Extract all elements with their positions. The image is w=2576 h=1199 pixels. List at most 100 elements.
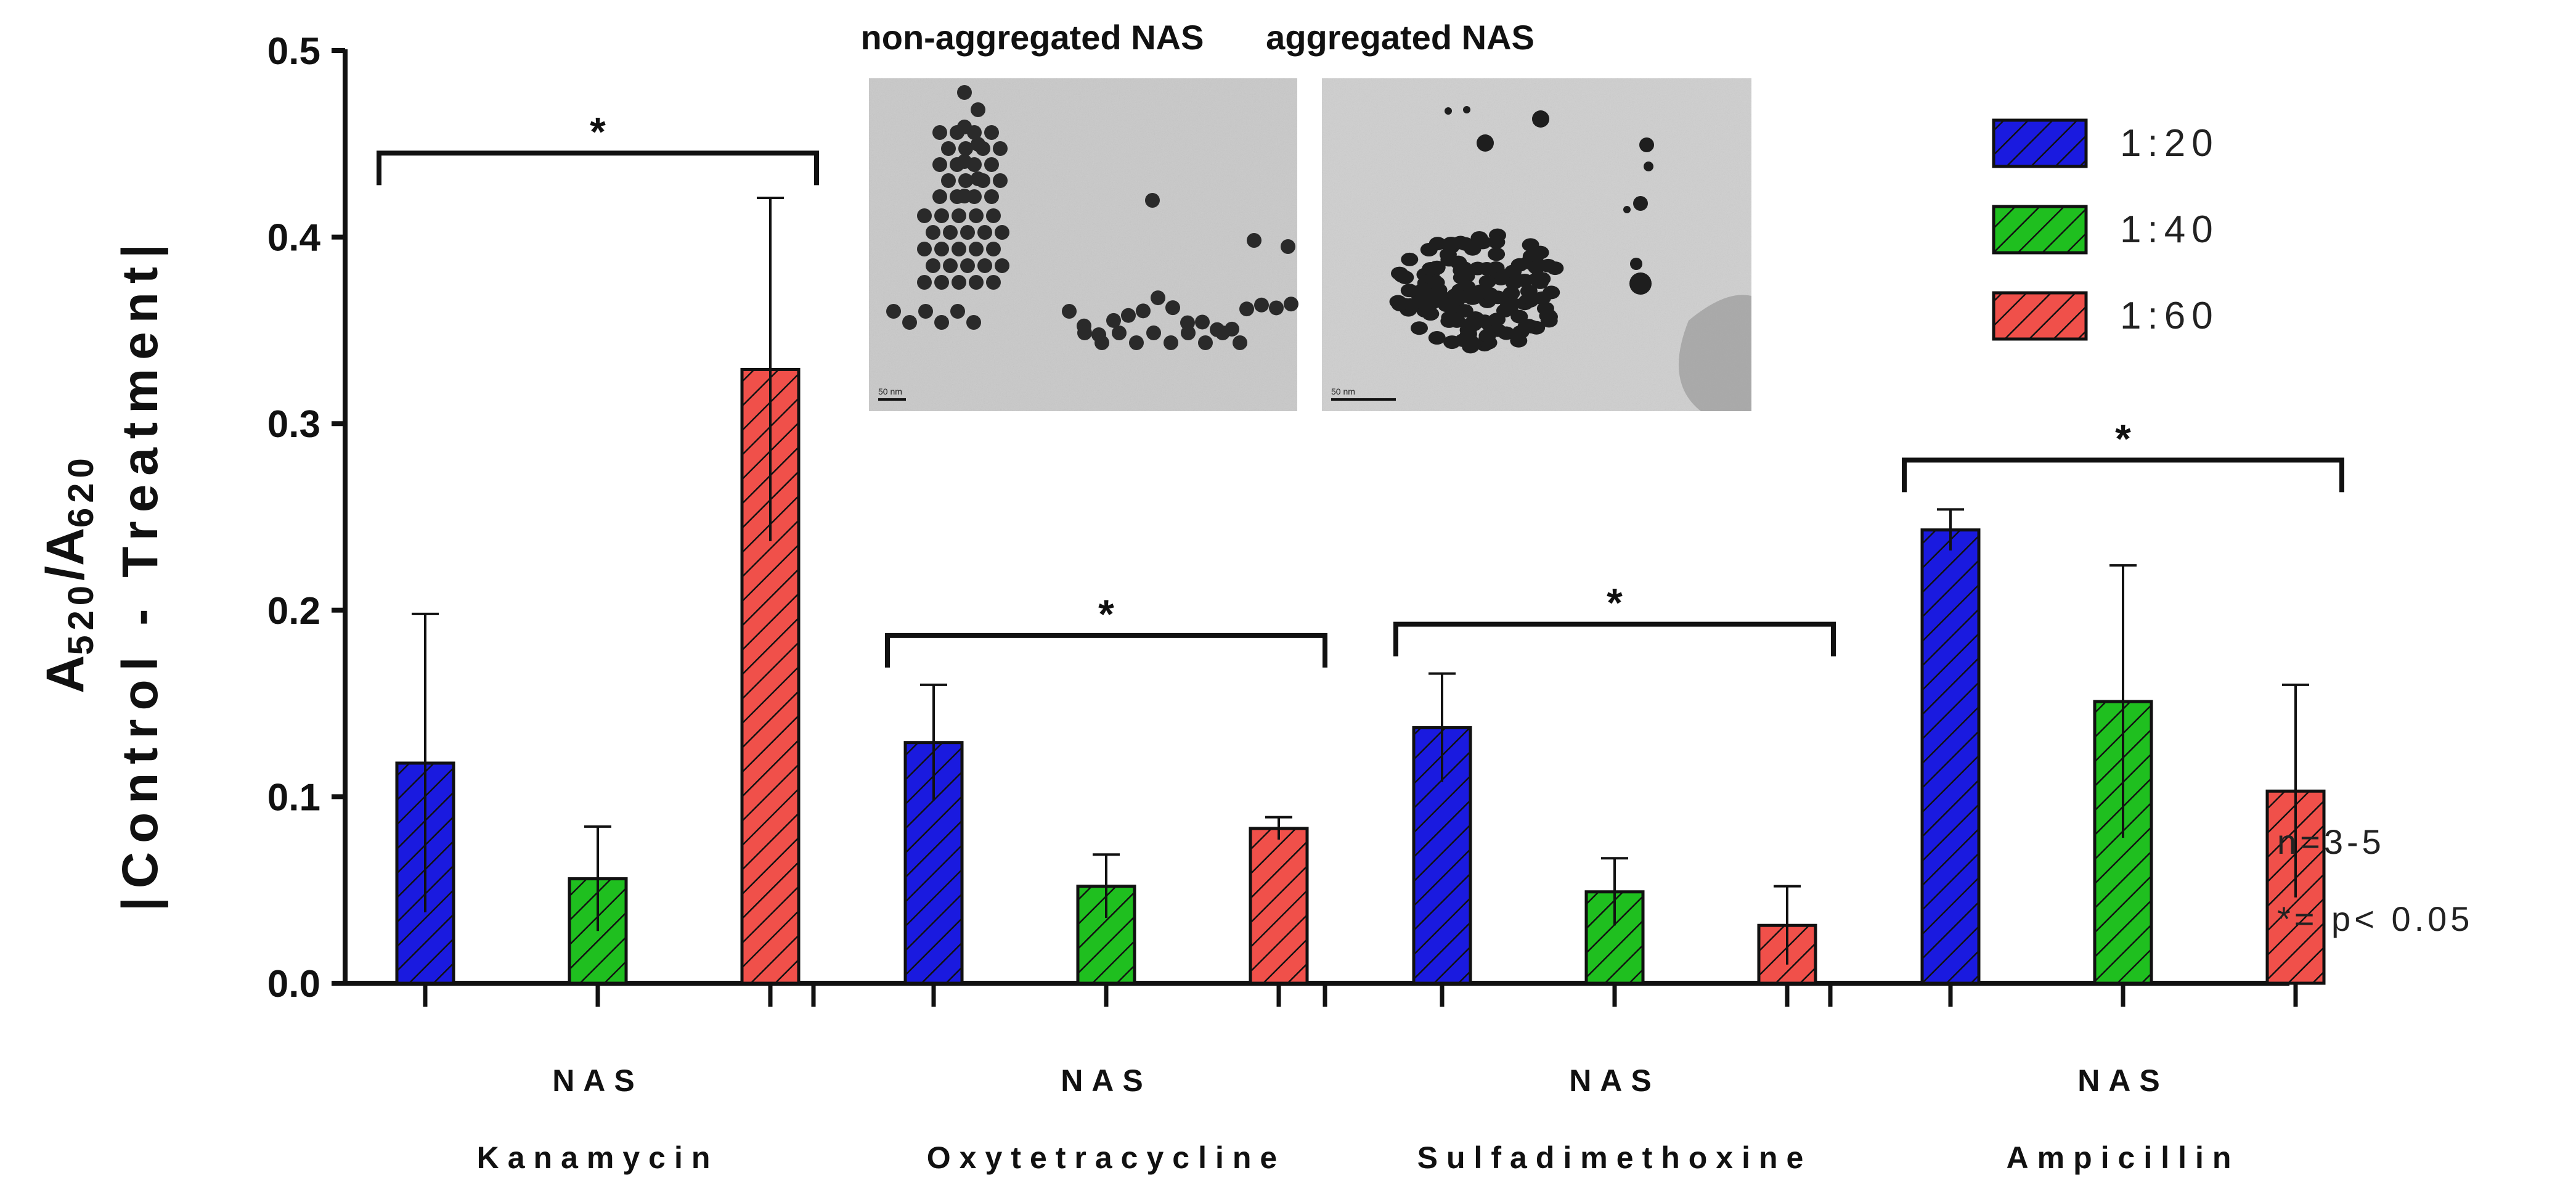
- nanoparticle: [1094, 335, 1109, 350]
- nanoparticle: [886, 304, 901, 319]
- nanoparticle: [950, 125, 964, 140]
- nanoparticle: [986, 275, 1001, 290]
- category-labels: NAS Kanamycin NAS Oxytetracycline NAS Sulfadi…: [477, 1063, 2232, 1175]
- aggregated-particle: [1400, 284, 1418, 298]
- nanoparticle: [1239, 301, 1254, 317]
- category-label-line1: NAS: [1569, 1063, 1660, 1098]
- significance-bracket: [377, 150, 819, 186]
- nanoparticle: [976, 141, 990, 156]
- y-tick-label: 0.1: [267, 776, 320, 819]
- aggregated-particle: [1459, 327, 1477, 341]
- nanoparticle: [984, 189, 999, 204]
- legend-swatch-1-40: [1992, 205, 2088, 255]
- nanoparticle: [917, 275, 932, 290]
- significance-star: *: [1098, 591, 1114, 637]
- nanoparticle: [950, 304, 965, 319]
- nanoparticle: [971, 102, 985, 117]
- nanoparticle: [1233, 335, 1247, 350]
- nanoparticle: [1106, 313, 1121, 328]
- aggregated-particle: [1533, 272, 1551, 286]
- nanoparticle: [967, 125, 982, 140]
- nanoparticle: [1269, 300, 1284, 316]
- nanoparticle: [1254, 297, 1269, 313]
- legend-swatch-1-20: [1992, 118, 2088, 168]
- axes: [343, 49, 2298, 1007]
- bar-1-40-1: [1076, 885, 1136, 985]
- aggregated-particle: [1411, 295, 1429, 309]
- nanoparticle: [1121, 308, 1136, 323]
- y-tick-label: 0.5: [267, 30, 320, 73]
- nanoparticle: [1077, 325, 1092, 340]
- nanoparticle: [932, 189, 947, 204]
- aggregated-particle: [1521, 290, 1539, 305]
- aggregated-particle: [1470, 231, 1488, 245]
- aggregated-particle: [1463, 106, 1470, 113]
- nanoparticle: [917, 208, 932, 223]
- aggregated-particle: [1487, 261, 1505, 275]
- aggregated-particle: [1477, 134, 1494, 152]
- nanoparticle: [932, 125, 947, 140]
- nanoparticle: [957, 85, 972, 100]
- aggregated-particle: [1455, 261, 1473, 276]
- aggregated-particle: [1464, 242, 1482, 256]
- aggregated-particle: [1422, 307, 1440, 321]
- aggregated-particle: [1415, 282, 1433, 297]
- nanoparticle: [960, 225, 975, 240]
- nanoparticle: [969, 242, 984, 256]
- aggregated-particle: [1503, 297, 1521, 311]
- nanoparticle: [950, 157, 964, 172]
- nanoparticle: [984, 157, 999, 172]
- aggregated-particle: [1533, 291, 1551, 305]
- aggregated-particle: [1428, 331, 1446, 345]
- y-tick-label: 0.3: [267, 403, 320, 446]
- aggregated-particle: [1445, 107, 1452, 115]
- aggregated-particle: [1429, 285, 1446, 300]
- aggregated-particle: [1633, 196, 1648, 211]
- svg-text:A520/A620: A520/A620: [36, 453, 101, 694]
- nanoparticle: [950, 189, 964, 204]
- nanoparticle: [986, 242, 1001, 256]
- nanoparticle: [902, 315, 917, 330]
- aggregated-particle: [1478, 329, 1496, 343]
- nanoparticle: [993, 173, 1008, 188]
- nanoparticle: [977, 258, 992, 273]
- inset-title-non-aggregated: non-aggregated NAS: [861, 18, 1204, 57]
- nanoparticle: [1129, 335, 1144, 350]
- aggregated-particle: [1440, 253, 1458, 267]
- significance-star: *: [590, 108, 606, 154]
- note-n: n=3-5: [2277, 822, 2385, 861]
- nanoparticle: [995, 258, 1009, 273]
- category-label-line2: Kanamycin: [477, 1140, 719, 1175]
- y-ticks: 0.0 0.1 0.2 0.3 0.4 0.5: [267, 30, 345, 1005]
- nanoparticle: [960, 258, 975, 273]
- nanoparticle: [1151, 290, 1165, 306]
- category-label-line1: NAS: [1061, 1063, 1152, 1098]
- nanoparticle: [984, 125, 999, 140]
- aggregated-particle: [1389, 295, 1407, 309]
- nanoparticle: [1215, 325, 1230, 340]
- significance-star: *: [1607, 580, 1623, 626]
- aggregated-particle: [1644, 162, 1653, 171]
- nanoparticle: [986, 208, 1001, 223]
- aggregated-particle: [1629, 272, 1652, 295]
- nanoparticle: [1284, 297, 1298, 312]
- nanoparticle: [995, 225, 1009, 240]
- aggregated-particle: [1420, 243, 1438, 257]
- nanoparticle: [934, 275, 949, 290]
- legend-swatch-1-60: [1992, 291, 2088, 341]
- nanoparticle: [958, 141, 973, 156]
- aggregated-particle: [1531, 245, 1549, 260]
- legend-label: 1:40: [2120, 208, 2219, 251]
- aggregated-particle: [1492, 271, 1510, 285]
- notes: n=3-5 *= p< 0.05: [2277, 822, 2469, 938]
- significance-brackets: * * * *: [377, 108, 2344, 668]
- nanoparticle: [952, 275, 966, 290]
- nanoparticle: [1145, 193, 1160, 208]
- aggregated-particle: [1488, 313, 1506, 327]
- nanoparticle: [926, 225, 940, 240]
- nanoparticle: [952, 208, 966, 223]
- significance-bracket: [885, 632, 1327, 668]
- scale-bar-label: 50 nm: [878, 387, 902, 396]
- nanoparticle: [958, 173, 973, 188]
- nanoparticle: [943, 225, 958, 240]
